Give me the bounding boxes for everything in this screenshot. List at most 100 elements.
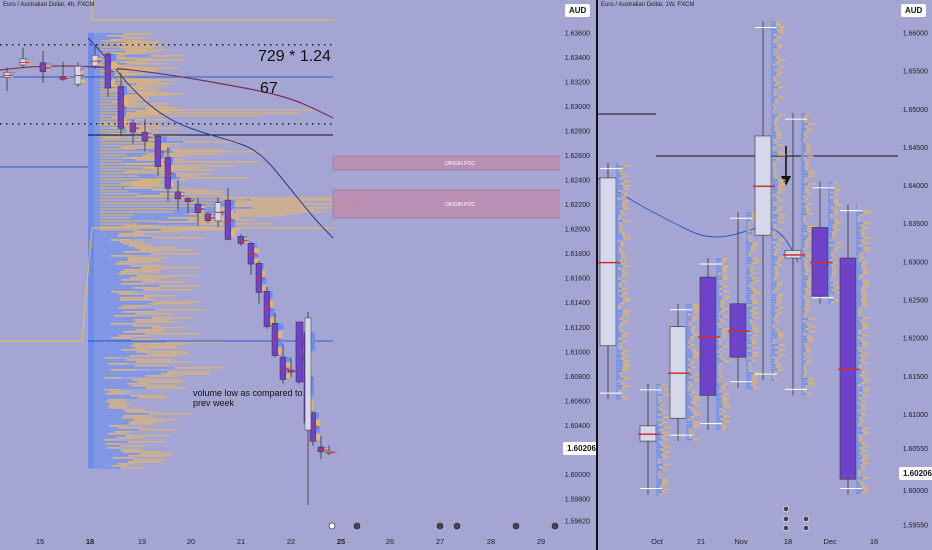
candle-profile	[722, 345, 730, 348]
currency-badge-4h[interactable]: AUD	[565, 4, 591, 17]
candle-profile	[860, 287, 866, 289]
volume-annotation[interactable]: volume low as compared to prev week	[193, 388, 303, 408]
candle-profile	[775, 314, 780, 316]
candle-profile	[616, 287, 622, 290]
candle-profile	[753, 387, 761, 390]
candle-profile	[771, 151, 778, 154]
volume-profile-bar	[143, 289, 193, 291]
candle-profile	[807, 155, 814, 158]
candle-profile	[856, 292, 861, 294]
candle-profile	[752, 307, 759, 310]
dotted-level	[192, 123, 194, 125]
ratio-annotation[interactable]: 729 * 1.24	[258, 48, 331, 65]
candle-profile	[776, 281, 783, 284]
volume-profile-bar	[133, 459, 166, 461]
date-axis-label: 18	[86, 537, 94, 546]
dotted-level	[282, 44, 284, 46]
candle-profile	[656, 386, 659, 389]
candle-profile	[771, 359, 776, 361]
candle-profile	[621, 202, 628, 205]
candle-profile	[254, 243, 258, 248]
volume-profile-bar	[252, 207, 349, 209]
candle-profile	[716, 280, 719, 283]
candle-profile	[618, 267, 621, 270]
candle-profile	[828, 289, 832, 292]
origin-poc-zone	[332, 189, 563, 219]
candle-profile	[804, 243, 809, 245]
volume-profile-bar	[161, 229, 241, 231]
volume-profile-bar	[125, 51, 158, 53]
candle-profile	[778, 181, 786, 184]
candle-profile	[806, 360, 812, 363]
chart-4h-pane[interactable]: ORIGIN POC ORIGIN POC 1.59620 1.59800 1.6000…	[0, 0, 596, 550]
candle-profile	[716, 290, 723, 293]
volume-profile-bar	[125, 411, 157, 413]
candle-profile	[831, 236, 836, 239]
candle-poc	[130, 127, 139, 129]
candle-profile	[750, 322, 755, 325]
candle-profile	[716, 375, 720, 378]
candle-profile	[805, 328, 810, 330]
candle-profile	[616, 345, 618, 347]
dotted-level	[84, 123, 86, 125]
chart-1w-pane[interactable]: 1.59550 1.60000 1.60550 1.61000 1.61500 1.620…	[598, 0, 932, 550]
candle-profile	[804, 135, 808, 138]
candle-profile	[10, 76, 14, 78]
candle-profile	[772, 326, 775, 329]
volume-profile-bar	[131, 379, 183, 381]
candle-profile	[773, 319, 776, 321]
event-marker-icon	[782, 505, 790, 513]
dotted-level	[258, 44, 260, 46]
candle-profile	[771, 201, 774, 204]
volume-profile-bar	[104, 377, 121, 379]
candle-profile	[620, 375, 626, 377]
pane-divider[interactable]	[596, 0, 598, 550]
volume-profile-bar	[88, 369, 110, 371]
candle-profile	[777, 96, 785, 99]
candle-profile	[828, 201, 834, 204]
candle-profile	[617, 345, 620, 347]
candle-profile	[771, 61, 776, 64]
count-annotation[interactable]: 67	[260, 80, 278, 97]
candle-profile	[716, 328, 723, 330]
candle-profile	[856, 219, 858, 222]
candle-profile	[771, 234, 773, 236]
candle-profile	[656, 396, 658, 399]
volume-profile-bar	[127, 441, 165, 443]
volume-profile-bar	[114, 263, 133, 265]
chart-1w-canvas[interactable]: 1.595501.600001.605501.610001.615001.620…	[598, 0, 932, 550]
moving-average-line	[598, 177, 799, 263]
candle-profile	[771, 159, 776, 161]
candle-profile	[656, 486, 660, 489]
candle-profile	[716, 363, 720, 365]
volume-profile-bar	[88, 407, 109, 409]
currency-badge-1w[interactable]: AUD	[901, 4, 927, 17]
candle-profile	[830, 216, 833, 219]
volume-profile-bar	[88, 395, 131, 397]
volume-profile-bar	[186, 213, 300, 215]
candle-profile	[616, 275, 622, 277]
candle-profile	[623, 180, 631, 182]
candle-profile	[828, 216, 831, 219]
volume-profile-bar	[88, 127, 112, 129]
candle-profile	[751, 359, 757, 362]
candle-profile	[828, 231, 833, 234]
volume-profile-bar	[88, 243, 124, 245]
candle-profile	[722, 398, 729, 400]
volume-profile-bar	[88, 269, 124, 271]
candle-profile	[721, 258, 728, 260]
candle-profile	[718, 280, 721, 283]
candle-profile	[746, 362, 749, 365]
candle-profile	[862, 327, 869, 329]
volume-profile-bar	[123, 243, 147, 245]
candle-profile	[691, 318, 698, 321]
candle-profile	[771, 121, 774, 124]
candle-profile	[803, 233, 807, 235]
candle-profile	[616, 245, 621, 247]
volume-profile-bar	[88, 281, 143, 283]
candle-profile	[777, 86, 785, 89]
volume-profile-bar	[100, 52, 143, 54]
candle-profile	[616, 302, 621, 305]
candle-profile	[776, 296, 783, 299]
